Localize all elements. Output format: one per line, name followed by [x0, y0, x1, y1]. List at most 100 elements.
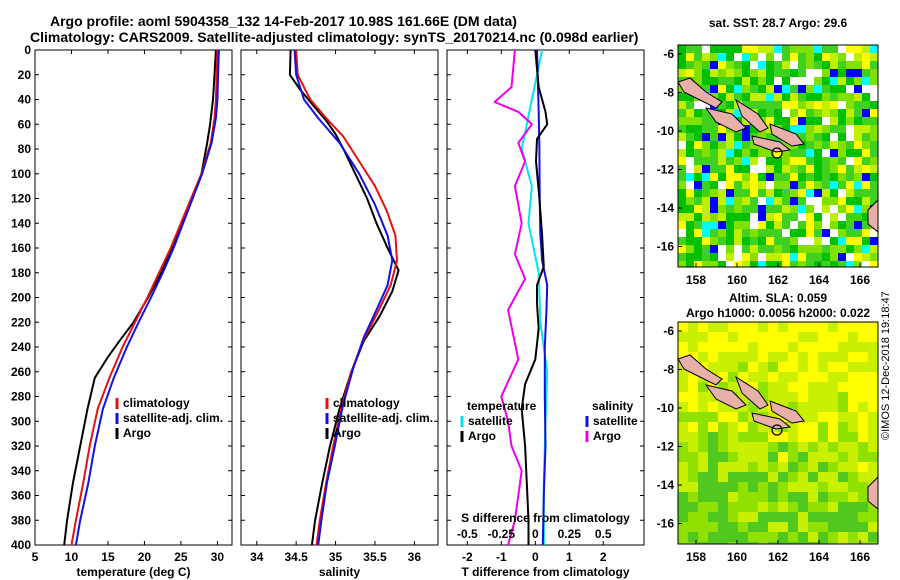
map-cell: [726, 133, 734, 141]
map-cell: [774, 253, 782, 261]
map-cell: [838, 117, 846, 125]
map-cell: [814, 213, 822, 221]
map-cell: [798, 512, 808, 522]
map-cell: [848, 502, 858, 512]
map-cell: [862, 237, 870, 245]
map-cell: [758, 213, 766, 221]
map-cell: [758, 462, 768, 472]
map-cell: [838, 452, 848, 462]
map-cell: [702, 109, 710, 117]
map-cell: [862, 77, 870, 85]
map-cell: [726, 141, 734, 149]
map-cell: [702, 237, 710, 245]
map-cell: [758, 45, 766, 53]
map-cell: [708, 482, 718, 492]
map-cell: [678, 522, 688, 532]
map-cell: [726, 229, 734, 237]
map-cell: [854, 181, 862, 189]
map-cell: [862, 189, 870, 197]
map-cell: [698, 482, 708, 492]
map-cell: [806, 133, 814, 141]
map-cell: [698, 452, 708, 462]
map-cell: [808, 542, 818, 544]
map-cell: [806, 157, 814, 165]
map-cell: [718, 412, 728, 422]
map-cell: [726, 93, 734, 101]
map-cell: [788, 472, 798, 482]
map-cell: [726, 205, 734, 213]
map-cell: [708, 422, 718, 432]
map-cell: [790, 205, 798, 213]
map-cell: [742, 213, 750, 221]
map-cell: [790, 45, 798, 53]
map-cell: [858, 352, 868, 362]
map-cell: [768, 512, 778, 522]
map-cell: [774, 157, 782, 165]
map-cell: [748, 452, 758, 462]
map-cell: [698, 392, 708, 402]
map-cell: [678, 253, 686, 261]
map-cell: [728, 532, 738, 542]
map-cell: [718, 133, 726, 141]
map-cell: [748, 432, 758, 442]
map-cell: [698, 352, 708, 362]
map-cell: [838, 213, 846, 221]
map-cell: [758, 157, 766, 165]
map-cell: [858, 372, 868, 382]
map-cell: [726, 189, 734, 197]
map-cell: [788, 362, 798, 372]
diff-top-tick-label: 0.25: [558, 527, 582, 541]
depth-tick-label: 100: [11, 167, 31, 181]
map-cell: [688, 342, 698, 352]
map-cell: [846, 133, 854, 141]
map-cell: [838, 141, 846, 149]
map-cell: [828, 322, 838, 332]
map-cell: [838, 253, 846, 261]
map-cell: [822, 133, 830, 141]
legend-label: Argo: [593, 429, 621, 443]
map-y-tick-label: -8: [663, 86, 674, 100]
map-cell: [694, 77, 702, 85]
map-cell: [854, 261, 862, 267]
map-cell: [728, 372, 738, 382]
map-cell: [698, 432, 708, 442]
map-cell: [798, 197, 806, 205]
map-cell: [718, 149, 726, 157]
depth-tick-label: 340: [11, 464, 31, 478]
map-cell: [710, 69, 718, 77]
map-cell: [830, 61, 838, 69]
map-cell: [750, 61, 758, 69]
map-cell: [822, 245, 830, 253]
legend-label: satellite-adj. clim.: [123, 411, 223, 425]
map-cell: [790, 181, 798, 189]
map-cell: [748, 472, 758, 482]
map-cell: [734, 165, 742, 173]
map-cell: [694, 173, 702, 181]
map-cell: [766, 261, 774, 267]
map-cell: [838, 342, 848, 352]
depth-tick-label: 280: [11, 390, 31, 404]
map-cell: [702, 69, 710, 77]
map-cell: [806, 189, 814, 197]
map-cell: [858, 362, 868, 372]
series-climatology: [295, 49, 398, 546]
map-cell: [798, 322, 808, 332]
map-cell: [718, 173, 726, 181]
map-cell: [838, 109, 846, 117]
map-cell: [846, 69, 854, 77]
map-cell: [758, 181, 766, 189]
map-cell: [870, 237, 878, 245]
map-cell: [748, 372, 758, 382]
map-cell: [718, 522, 728, 532]
map-cell: [778, 482, 788, 492]
map-cell: [738, 342, 748, 352]
map-cell: [798, 362, 808, 372]
map-cell: [758, 197, 766, 205]
island-shape: [867, 476, 878, 510]
map-cell: [686, 261, 694, 267]
map-cell: [814, 221, 822, 229]
temperature-xlabel: temperature (deg C): [76, 565, 190, 579]
map-cell: [848, 512, 858, 522]
map-cell: [822, 85, 830, 93]
map-cell: [846, 101, 854, 109]
